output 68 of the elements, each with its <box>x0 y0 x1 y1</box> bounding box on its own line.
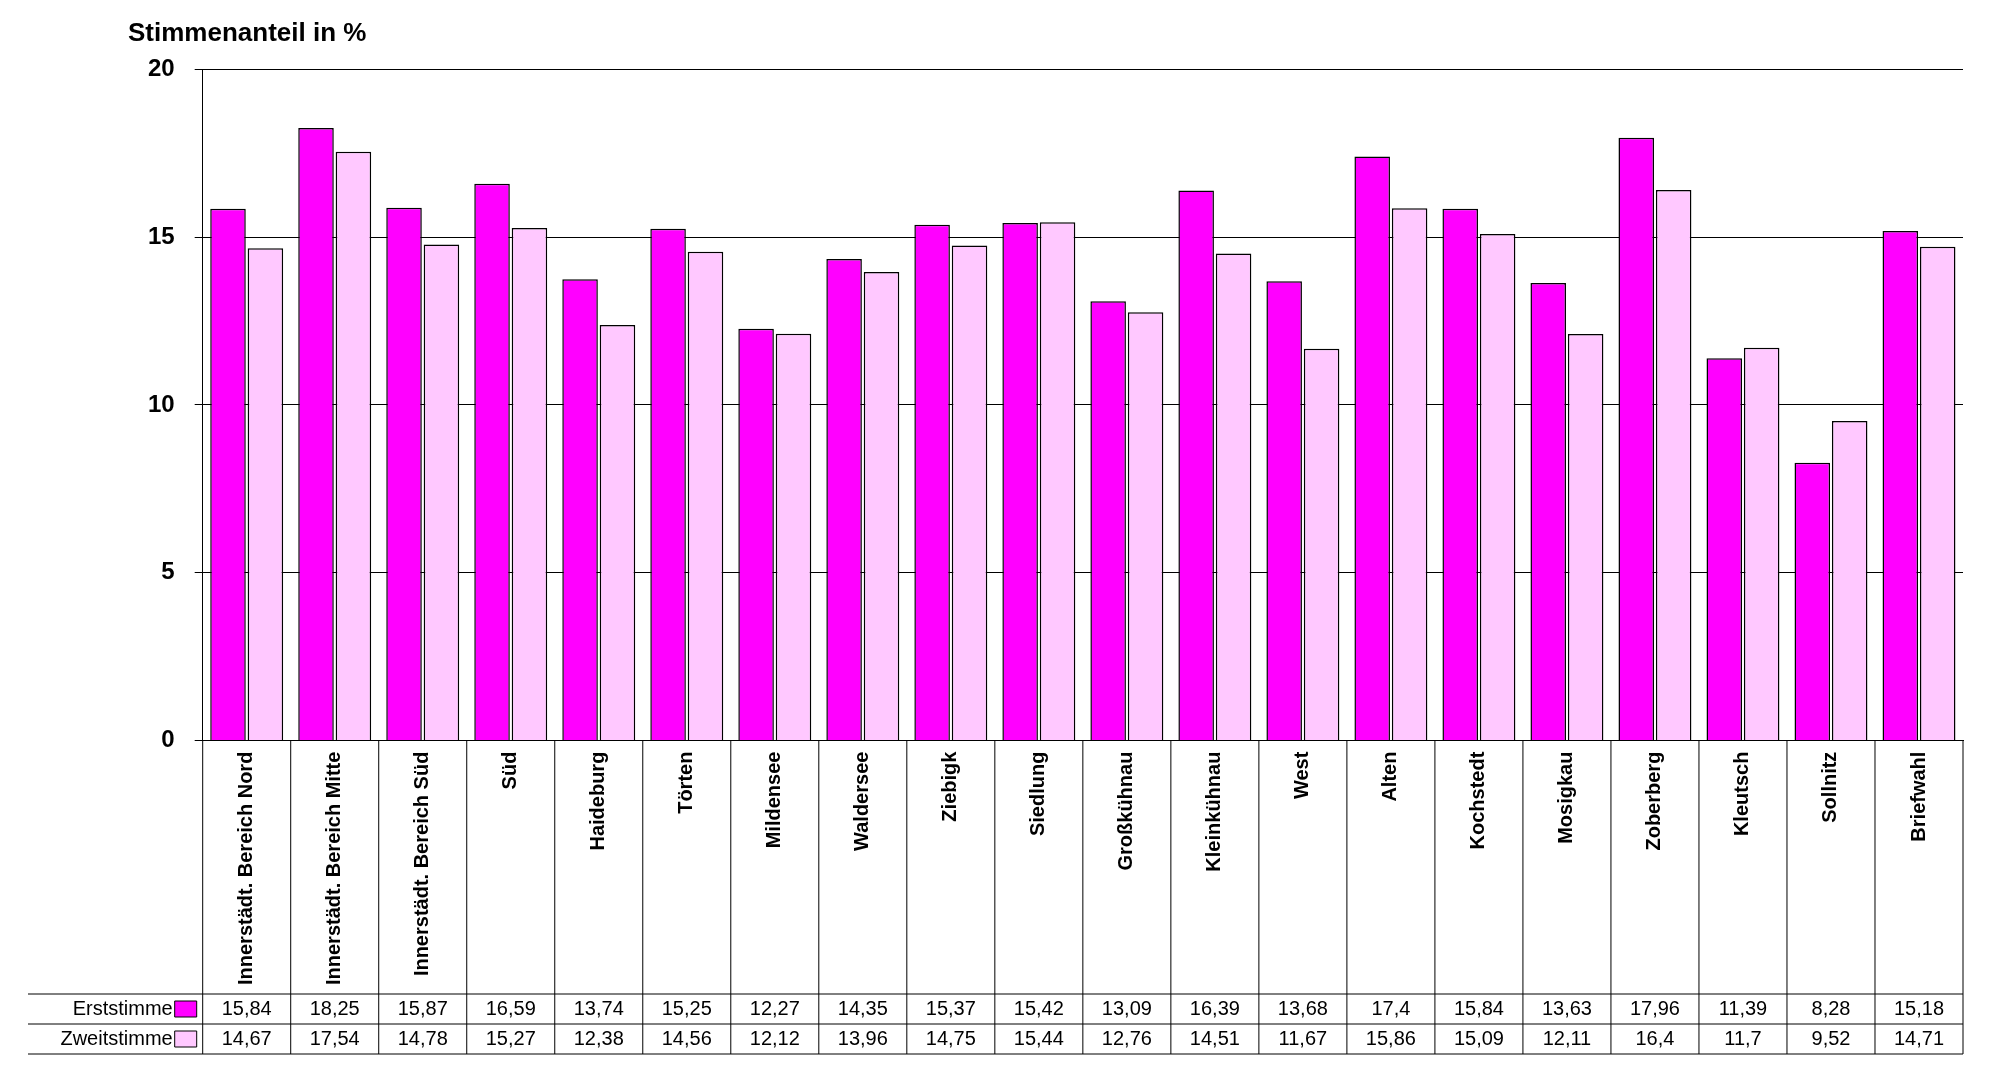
data-label: 14,71 <box>1893 1026 1945 1049</box>
data-label: 8,28 <box>1811 996 1851 1019</box>
data-label: 15,87 <box>397 996 448 1019</box>
data-label: 12,12 <box>749 1026 800 1049</box>
data-label: 15,09 <box>1453 1026 1504 1049</box>
data-label: 15,44 <box>1013 1026 1064 1049</box>
data-label: 13,68 <box>1277 996 1328 1019</box>
x-tick-label: Siedlung <box>1026 751 1049 837</box>
data-label: 13,74 <box>573 996 624 1019</box>
x-tick-label: Kleutsch <box>1730 751 1753 837</box>
data-label: 11,67 <box>1278 1026 1328 1049</box>
data-label: 14,75 <box>925 1026 976 1049</box>
data-label: 16,4 <box>1635 1026 1675 1049</box>
data-label: 11,39 <box>1718 996 1768 1019</box>
x-tick-label: Kochstedt <box>1466 751 1489 850</box>
data-label: 15,27 <box>485 1026 536 1049</box>
y-tick-label: 20 <box>147 53 175 81</box>
data-label: 13,63 <box>1541 996 1592 1019</box>
data-label: 15,84 <box>221 996 272 1019</box>
y-tick-label: 0 <box>161 725 175 753</box>
x-tick-label: Alten <box>1378 751 1401 802</box>
data-label: 14,56 <box>661 1026 712 1049</box>
y-tick-label: 10 <box>147 389 175 417</box>
x-tick-label: Briefwahl <box>1906 751 1929 842</box>
legend-label: Erststimme <box>72 996 173 1019</box>
x-tick-label: West <box>1290 751 1313 800</box>
x-tick-label: Mosigkau <box>1554 751 1577 844</box>
chart-title: Stimmenanteil in % <box>128 16 367 47</box>
data-label: 15,25 <box>661 996 712 1019</box>
data-label: 14,35 <box>837 996 888 1019</box>
data-label: 15,37 <box>925 996 976 1019</box>
data-label: 12,38 <box>573 1026 624 1049</box>
data-label: 15,84 <box>1453 996 1504 1019</box>
data-label: 15,18 <box>1893 996 1945 1019</box>
data-label: 17,4 <box>1371 996 1411 1019</box>
x-tick-label: Haideburg <box>586 751 609 851</box>
data-label: 15,42 <box>1013 996 1064 1019</box>
x-tick-label: Zoberberg <box>1642 751 1665 851</box>
x-tick-label: Mildensee <box>762 751 785 849</box>
data-label: 12,11 <box>1542 1026 1592 1049</box>
data-label: 13,96 <box>837 1026 888 1049</box>
x-tick-label: Süd <box>498 751 521 790</box>
x-tick-label: Waldersee <box>850 751 873 851</box>
data-label: 14,51 <box>1189 1026 1240 1049</box>
x-tick-label: Sollnitz <box>1818 751 1841 823</box>
x-tick-label: Innerstädt. Bereich Mitte <box>322 751 345 986</box>
data-label: 15,86 <box>1365 1026 1416 1049</box>
legend-label: Zweitstimme <box>60 1026 173 1049</box>
y-tick-label: 5 <box>161 557 175 585</box>
data-label: 14,78 <box>397 1026 448 1049</box>
x-tick-label: Großkühnau <box>1114 751 1137 871</box>
x-tick-label: Törten <box>674 751 697 814</box>
x-tick-label: Ziebigk <box>938 750 961 822</box>
x-tick-label: Innerstädt. Bereich Süd <box>410 751 433 977</box>
data-label: 9,52 <box>1811 1026 1851 1049</box>
data-label: 13,09 <box>1101 996 1152 1019</box>
data-label: 17,96 <box>1629 996 1680 1019</box>
x-tick-label: Innerstädt. Bereich Nord <box>234 751 257 986</box>
data-label: 12,27 <box>749 996 800 1019</box>
data-label: 16,39 <box>1189 996 1240 1019</box>
data-label: 18,25 <box>309 996 360 1019</box>
x-tick-label: Kleinkühnau <box>1202 751 1225 872</box>
data-label: 17,54 <box>309 1026 360 1049</box>
y-tick-label: 15 <box>147 221 175 249</box>
data-label: 11,7 <box>1724 1026 1762 1049</box>
data-label: 16,59 <box>485 996 536 1019</box>
data-label: 14,67 <box>221 1026 272 1049</box>
data-label: 12,76 <box>1101 1026 1152 1049</box>
